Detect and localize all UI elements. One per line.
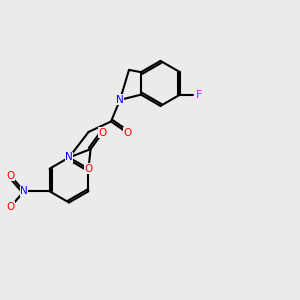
Text: N: N — [116, 95, 124, 105]
Text: N: N — [65, 152, 73, 163]
Text: F: F — [196, 90, 202, 100]
Text: O: O — [6, 171, 15, 181]
Text: O: O — [123, 128, 132, 138]
Text: N: N — [20, 186, 28, 196]
Text: O: O — [84, 164, 93, 174]
Text: O: O — [6, 202, 15, 212]
Text: O: O — [98, 128, 107, 138]
